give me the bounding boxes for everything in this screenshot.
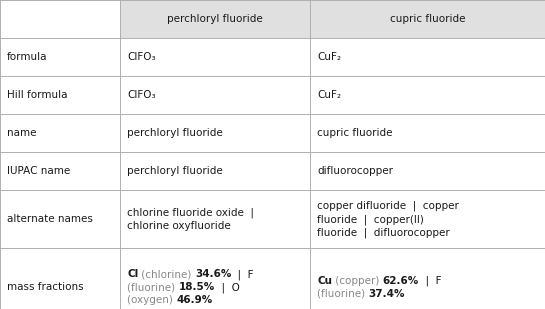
Text: (oxygen): (oxygen) bbox=[127, 295, 176, 305]
Text: (fluorine): (fluorine) bbox=[317, 289, 368, 299]
Text: name: name bbox=[7, 128, 37, 138]
Text: mass fractions: mass fractions bbox=[7, 282, 83, 293]
Text: IUPAC name: IUPAC name bbox=[7, 166, 70, 176]
Text: perchloryl fluoride: perchloryl fluoride bbox=[127, 128, 223, 138]
Text: copper difluoride  |  copper: copper difluoride | copper bbox=[317, 201, 459, 211]
Text: ClFO₃: ClFO₃ bbox=[127, 52, 156, 62]
Text: |  O: | O bbox=[215, 282, 239, 293]
Bar bbox=[310, 0, 545, 38]
Text: alternate names: alternate names bbox=[7, 214, 93, 224]
Text: 18.5%: 18.5% bbox=[178, 282, 215, 292]
Text: chlorine oxyfluoride: chlorine oxyfluoride bbox=[127, 221, 231, 231]
Text: cupric fluoride: cupric fluoride bbox=[390, 14, 465, 24]
Text: 46.9%: 46.9% bbox=[176, 295, 213, 305]
Text: (copper): (copper) bbox=[332, 276, 383, 286]
Text: 37.4%: 37.4% bbox=[368, 289, 405, 299]
Text: (chlorine): (chlorine) bbox=[138, 269, 195, 279]
Text: Hill formula: Hill formula bbox=[7, 90, 68, 100]
Text: CuF₂: CuF₂ bbox=[317, 90, 341, 100]
Bar bbox=[120, 0, 310, 38]
Text: 34.6%: 34.6% bbox=[195, 269, 231, 279]
Text: ClFO₃: ClFO₃ bbox=[127, 90, 156, 100]
Text: chlorine fluoride oxide  |: chlorine fluoride oxide | bbox=[127, 208, 254, 218]
Text: formula: formula bbox=[7, 52, 47, 62]
Text: Cl: Cl bbox=[127, 269, 138, 279]
Text: CuF₂: CuF₂ bbox=[317, 52, 341, 62]
Text: Cu: Cu bbox=[317, 276, 332, 286]
Text: |  F: | F bbox=[419, 276, 441, 286]
Text: difluorocopper: difluorocopper bbox=[317, 166, 393, 176]
Text: cupric fluoride: cupric fluoride bbox=[317, 128, 392, 138]
Text: fluoride  |  difluorocopper: fluoride | difluorocopper bbox=[317, 228, 450, 238]
Text: perchloryl fluoride: perchloryl fluoride bbox=[167, 14, 263, 24]
Text: (fluorine): (fluorine) bbox=[127, 282, 178, 292]
Text: 62.6%: 62.6% bbox=[383, 276, 419, 286]
Text: perchloryl fluoride: perchloryl fluoride bbox=[127, 166, 223, 176]
Text: |  F: | F bbox=[231, 269, 254, 280]
Text: fluoride  |  copper(II): fluoride | copper(II) bbox=[317, 214, 424, 225]
